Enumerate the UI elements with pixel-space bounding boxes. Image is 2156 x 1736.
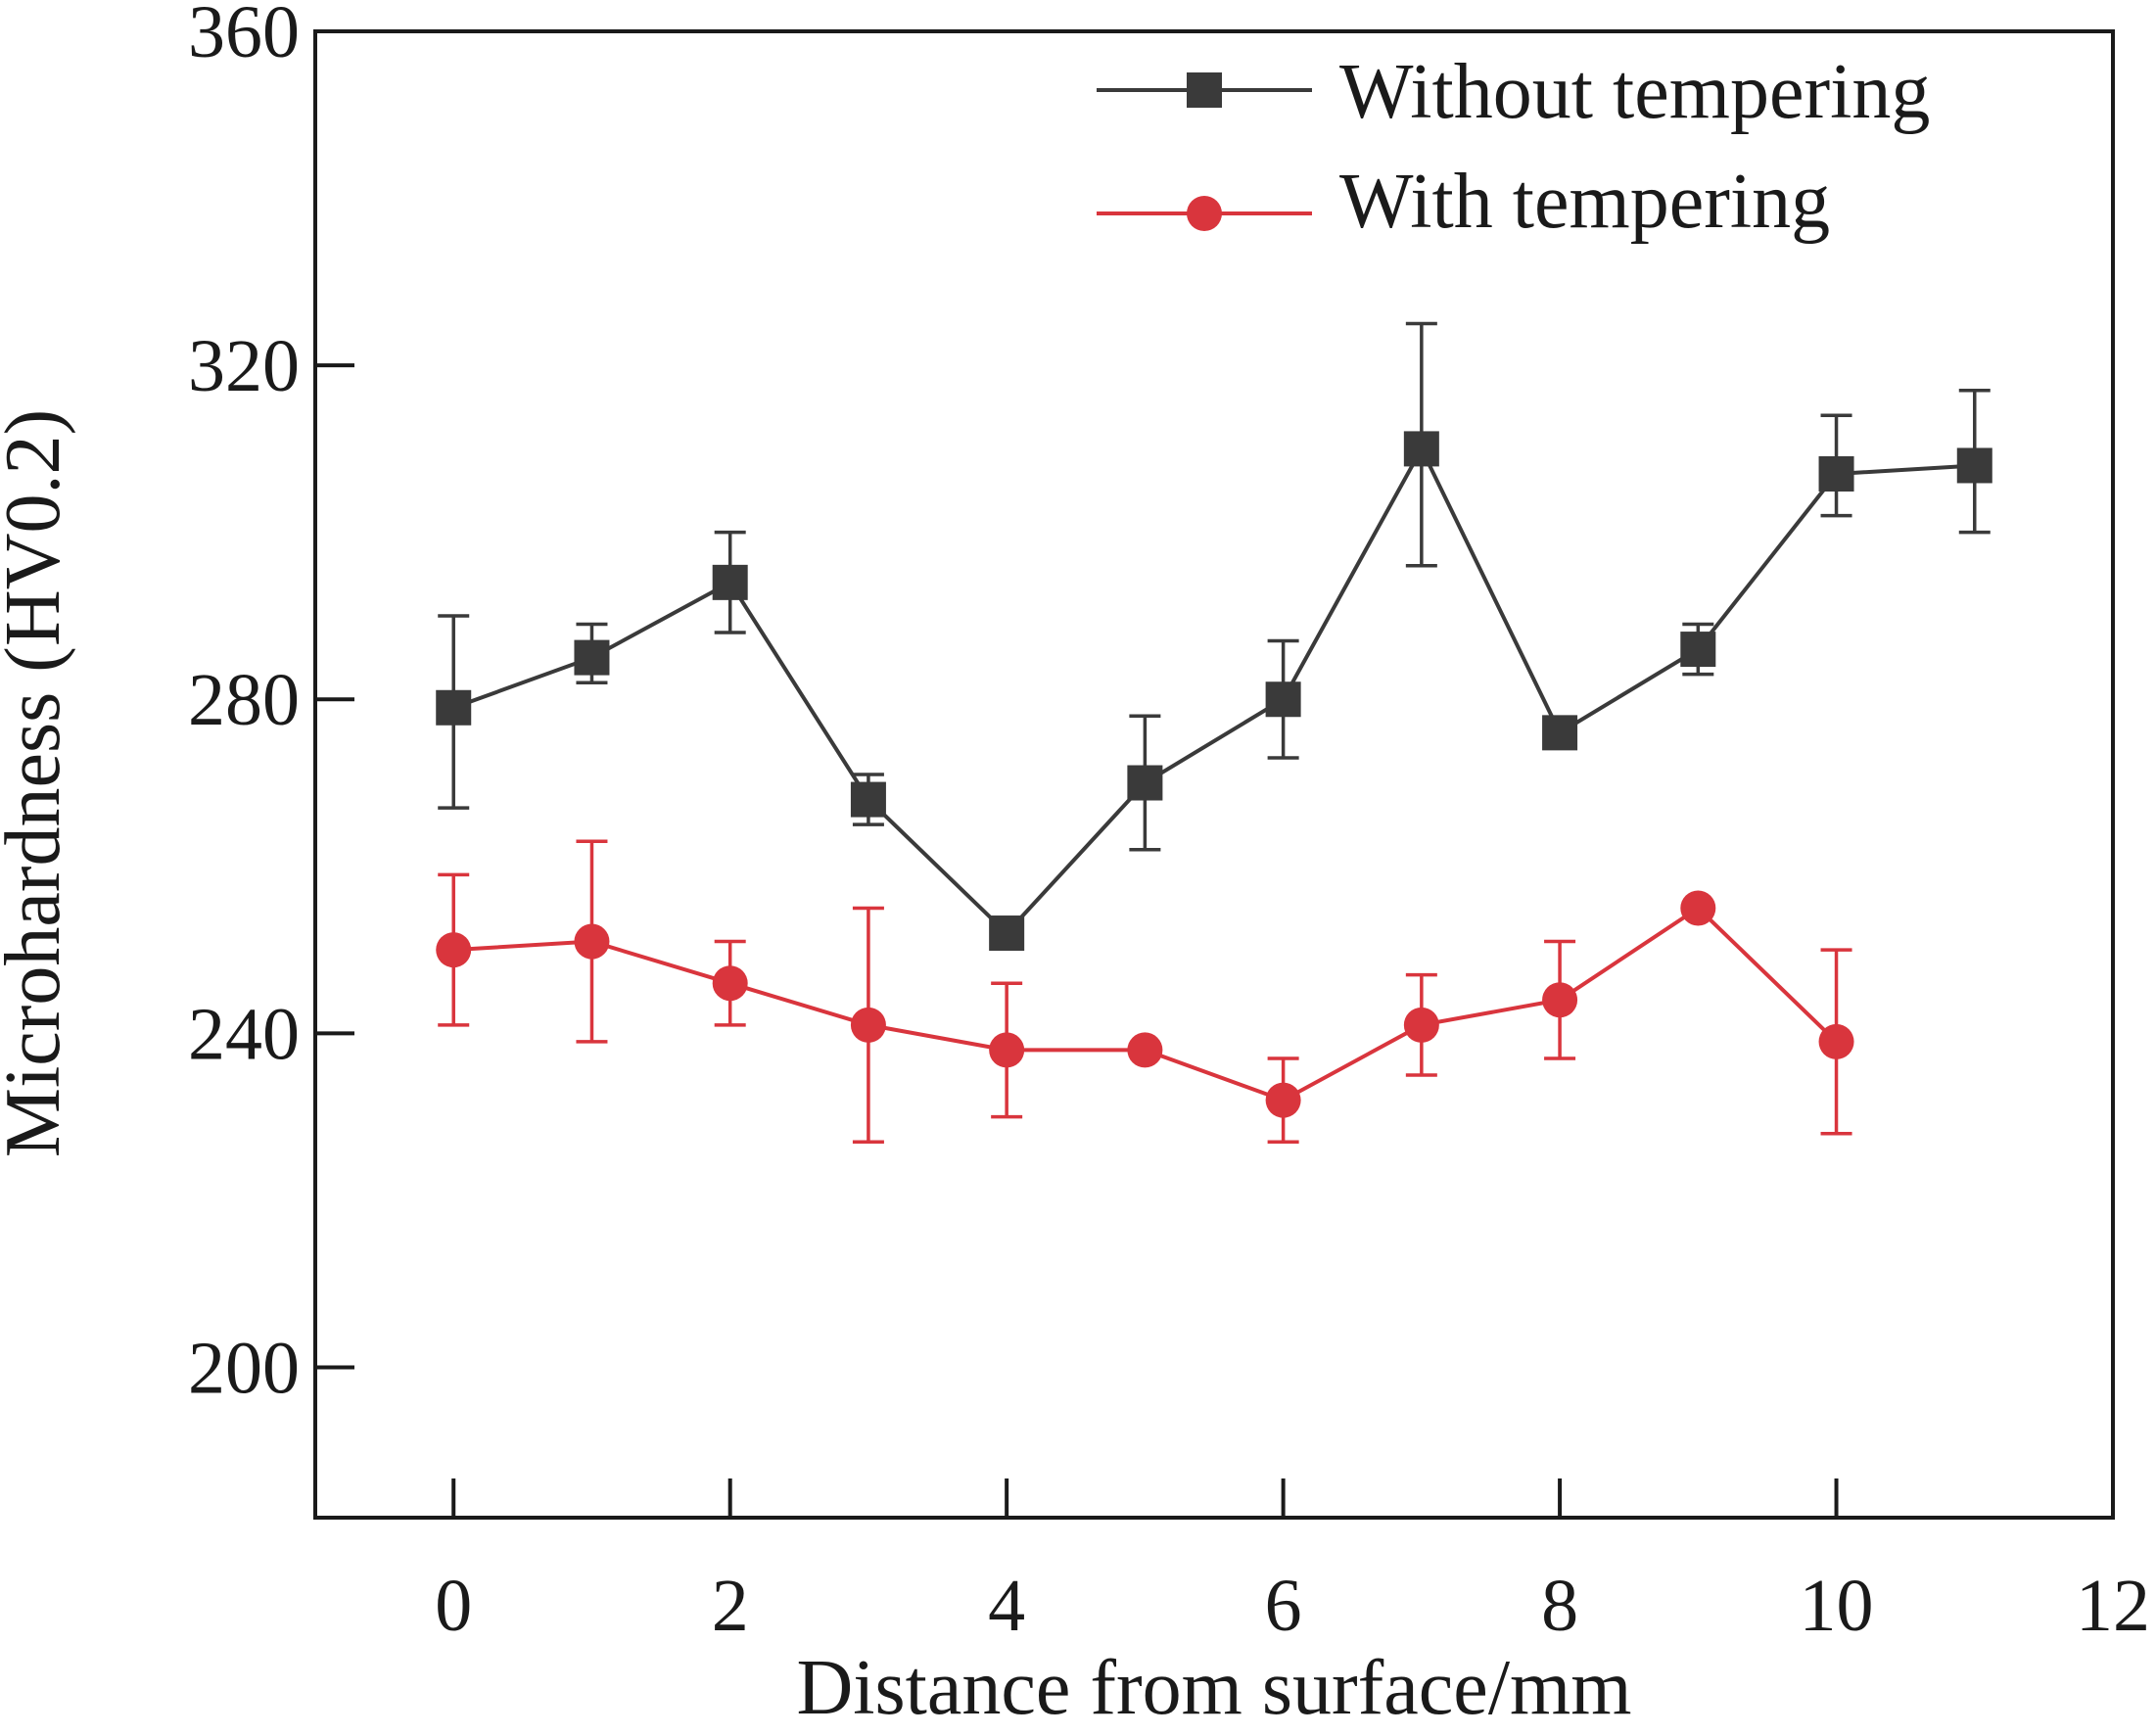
legend-marker-square xyxy=(1187,72,1222,108)
data-point xyxy=(574,639,610,676)
data-point xyxy=(436,689,472,726)
data-point xyxy=(1265,1082,1301,1118)
data-point xyxy=(989,915,1025,952)
data-point xyxy=(574,923,610,960)
y-tick-label: 240 xyxy=(188,993,300,1075)
data-point xyxy=(712,564,748,600)
series-line xyxy=(453,905,1838,1103)
data-point xyxy=(1818,1023,1854,1059)
data-point xyxy=(436,932,472,968)
x-axis-title: Distance from surface/mm xyxy=(796,1645,1631,1731)
x-tick-label: 4 xyxy=(988,1565,1025,1647)
legend: Without tempering With tempering xyxy=(1097,49,1930,245)
x-tick-label: 0 xyxy=(435,1565,472,1647)
data-point xyxy=(1680,632,1716,668)
data-point xyxy=(1680,890,1716,926)
x-tick-label: 2 xyxy=(712,1565,749,1647)
y-axis: 200 240 280 320 360 xyxy=(188,0,354,1409)
y-tick-label: 320 xyxy=(188,325,300,407)
data-point xyxy=(989,1032,1025,1068)
y-axis-title: Microhardness (HV0.2) xyxy=(0,409,76,1157)
x-tick-label: 8 xyxy=(1541,1565,1578,1647)
series-layer xyxy=(436,321,1992,1144)
legend-item-with-tempering: With tempering xyxy=(1097,159,1830,245)
legend-marker-circle xyxy=(1187,196,1222,231)
data-point xyxy=(1127,1032,1163,1068)
legend-label-with-tempering: With tempering xyxy=(1339,159,1830,245)
legend-label-without-tempering: Without tempering xyxy=(1339,49,1930,135)
x-tick-label: 6 xyxy=(1265,1565,1302,1647)
data-point xyxy=(850,1007,886,1043)
y-tick-label: 280 xyxy=(188,659,300,741)
data-point xyxy=(1265,681,1301,718)
legend-item-without-tempering: Without tempering xyxy=(1097,49,1930,135)
data-point xyxy=(850,781,886,818)
series-line xyxy=(452,445,1975,936)
y-tick-label: 360 xyxy=(188,0,300,73)
x-axis: 0 2 4 6 8 10 12 xyxy=(435,1478,2150,1647)
data-point xyxy=(1403,1007,1439,1043)
plot-area: 0 2 4 6 8 10 12 200 240 280 320 360 xyxy=(188,0,2150,1647)
data-point xyxy=(1403,431,1439,467)
y-tick-label: 200 xyxy=(188,1327,300,1409)
series-without-tempering xyxy=(436,321,1992,952)
x-tick-label: 10 xyxy=(1800,1565,1874,1647)
data-point xyxy=(1956,447,1992,484)
plot-frame xyxy=(313,29,2115,1520)
data-point xyxy=(1542,715,1578,751)
data-point xyxy=(712,965,748,1002)
data-point xyxy=(1818,455,1854,492)
data-point xyxy=(1127,765,1163,801)
series-with-tempering xyxy=(436,839,1854,1144)
data-point xyxy=(1542,982,1578,1018)
x-tick-label: 12 xyxy=(2076,1565,2150,1647)
